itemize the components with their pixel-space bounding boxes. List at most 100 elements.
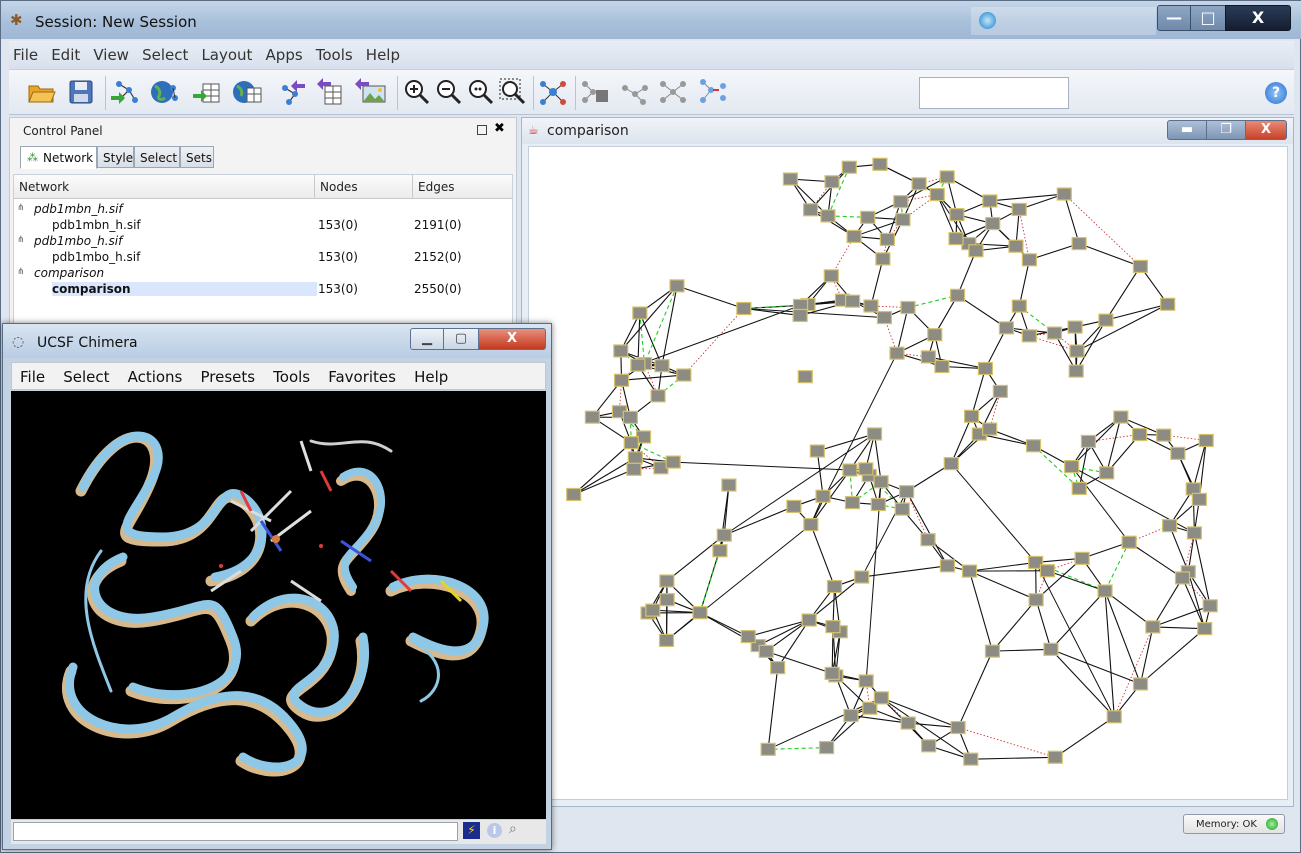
network-node[interactable] — [858, 462, 874, 476]
molecule-viewer[interactable] — [11, 391, 546, 819]
network-node[interactable] — [1021, 329, 1037, 343]
network-node[interactable] — [862, 701, 878, 715]
network-edge[interactable] — [573, 468, 635, 495]
chimera-menu-file[interactable]: File — [20, 368, 46, 386]
network-node[interactable] — [712, 544, 728, 558]
info-icon[interactable]: i — [487, 823, 502, 838]
network-node[interactable] — [740, 629, 756, 644]
network-node[interactable] — [1067, 320, 1083, 334]
network-edge[interactable] — [1018, 259, 1030, 307]
network-edge[interactable] — [907, 294, 958, 309]
network-edge[interactable] — [808, 576, 863, 621]
maximize-button[interactable]: □ — [1190, 5, 1226, 31]
network-edge[interactable] — [881, 697, 972, 760]
show-all-icon[interactable] — [619, 76, 651, 108]
network-node[interactable] — [984, 644, 1001, 658]
network-edge[interactable] — [1187, 571, 1206, 629]
network-node[interactable] — [844, 294, 861, 308]
network-edge[interactable] — [1104, 590, 1142, 685]
network-node[interactable] — [985, 216, 1001, 231]
network-node[interactable] — [872, 157, 888, 171]
network-node[interactable] — [982, 422, 998, 436]
network-node[interactable] — [825, 620, 841, 634]
network-node[interactable] — [900, 300, 916, 315]
network-edge[interactable] — [1035, 557, 1083, 601]
network-edge[interactable] — [969, 570, 1037, 601]
network-node[interactable] — [815, 489, 831, 503]
apply-layout-icon[interactable] — [537, 76, 569, 108]
network-node[interactable] — [963, 752, 979, 766]
menu-apps[interactable]: Apps — [265, 46, 303, 64]
network-node[interactable] — [860, 210, 876, 224]
network-edge[interactable] — [1076, 303, 1168, 352]
network-node[interactable] — [823, 269, 839, 283]
network-node[interactable] — [968, 244, 984, 258]
network-edge[interactable] — [817, 433, 875, 452]
network-edge[interactable] — [1139, 626, 1154, 685]
close-button[interactable]: X — [1225, 5, 1291, 31]
network-node[interactable] — [659, 593, 675, 607]
network-edge[interactable] — [1050, 590, 1106, 650]
network-node[interactable] — [977, 361, 994, 376]
network-edge[interactable] — [957, 294, 1007, 329]
network-row[interactable]: pdb1mbn_h.sif 153(0) 2191(0) — [52, 218, 462, 232]
command-line-input[interactable] — [13, 822, 458, 841]
network-edge[interactable] — [1169, 525, 1189, 572]
network-edge[interactable] — [1047, 570, 1106, 592]
network-node[interactable] — [650, 389, 666, 403]
network-edge[interactable] — [768, 747, 827, 750]
network-node[interactable] — [760, 742, 776, 756]
network-edge[interactable] — [1033, 445, 1080, 489]
network-node[interactable] — [963, 409, 980, 423]
network-node[interactable] — [911, 177, 927, 191]
lightning-icon[interactable]: ⚡ — [463, 822, 480, 839]
network-edge[interactable] — [1035, 599, 1052, 650]
network-node[interactable] — [948, 232, 964, 246]
network-edge[interactable] — [621, 374, 684, 381]
network-node[interactable] — [721, 478, 737, 492]
menu-select[interactable]: Select — [142, 46, 189, 64]
network-edge[interactable] — [1054, 716, 1115, 758]
network-edge[interactable] — [865, 481, 882, 682]
protein-structure-image[interactable] — [11, 391, 546, 819]
network-edge[interactable] — [766, 650, 833, 674]
network-edge[interactable] — [1105, 266, 1141, 321]
tab-network[interactable]: ⁂ Network — [20, 146, 97, 169]
search-input[interactable] — [919, 77, 1069, 109]
network-edge[interactable] — [1075, 319, 1107, 372]
network-edge[interactable] — [643, 285, 678, 364]
network-node[interactable] — [1156, 428, 1172, 442]
network-node[interactable] — [1106, 710, 1122, 724]
network-edge[interactable] — [1050, 648, 1115, 718]
network-node[interactable] — [863, 299, 879, 313]
network-node[interactable] — [1160, 297, 1176, 311]
network-node[interactable] — [566, 487, 582, 502]
network-edge[interactable] — [620, 285, 678, 352]
network-edge[interactable] — [1152, 605, 1211, 628]
network-node[interactable] — [939, 559, 956, 573]
menu-view[interactable]: View — [93, 46, 129, 64]
network-node[interactable] — [846, 229, 862, 244]
view-restore-button[interactable]: ❐ — [1206, 120, 1246, 140]
save-session-icon[interactable] — [65, 76, 97, 108]
network-edge[interactable] — [748, 619, 810, 638]
network-node[interactable] — [920, 350, 936, 364]
network-edge[interactable] — [992, 599, 1037, 652]
network-node[interactable] — [584, 410, 600, 424]
network-edge[interactable] — [1078, 243, 1141, 267]
network-node[interactable] — [809, 444, 825, 458]
network-edge[interactable] — [849, 469, 854, 503]
float-panel-button[interactable] — [477, 125, 487, 135]
network-node[interactable] — [920, 533, 936, 547]
network-node[interactable] — [824, 175, 840, 189]
network-node[interactable] — [982, 194, 998, 208]
network-node[interactable] — [1056, 187, 1072, 201]
network-node[interactable] — [626, 462, 642, 476]
chimera-maximize-button[interactable]: ▢ — [443, 328, 479, 350]
network-node[interactable] — [645, 603, 661, 617]
network-node[interactable] — [654, 359, 670, 373]
chimera-menu-actions[interactable]: Actions — [127, 368, 183, 386]
network-edge[interactable] — [950, 463, 1037, 563]
network-node[interactable] — [803, 517, 819, 532]
network-row[interactable]: pdb1mbo_h.sif 153(0) 2152(0) — [52, 250, 462, 264]
